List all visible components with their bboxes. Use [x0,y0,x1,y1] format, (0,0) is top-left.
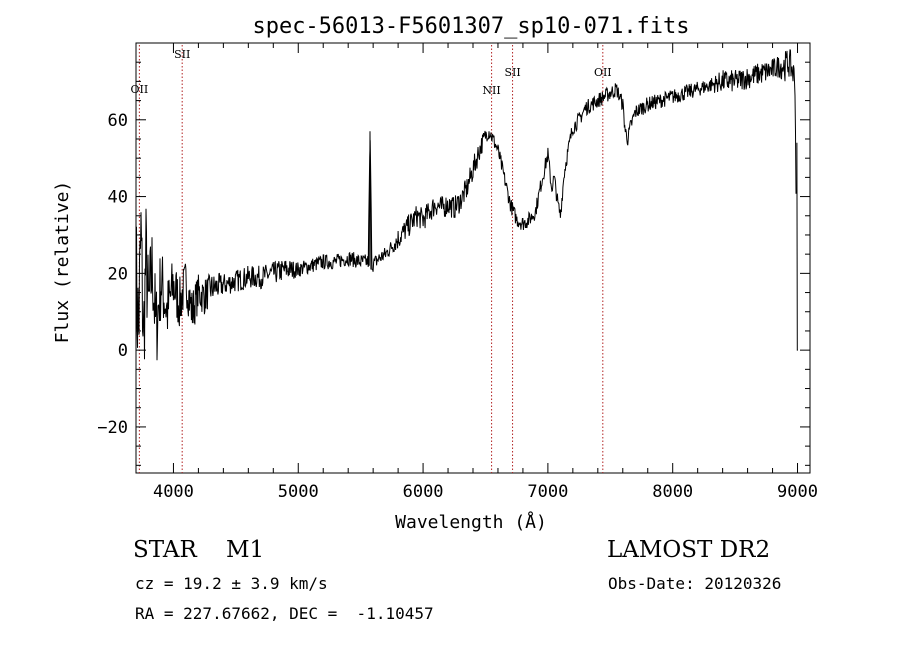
survey-name: LAMOST DR2 [607,537,771,563]
redshift-velocity: cz = 19.2 ± 3.9 km/s [135,574,328,593]
axis-tick-labels: 4000 5000 6000 7000 8000 9000 −20 0 20 40 60 [97,111,818,502]
spectral-line-label: OII [131,83,149,96]
x-tick-label: 9000 [777,482,818,502]
y-tick-label: 40 [108,188,128,208]
y-tick-label: −20 [97,418,128,438]
x-tick-label: 8000 [652,482,693,502]
spectral-line-label: SII [174,48,190,61]
chart-title: spec-56013-F5601307_sp10-071.fits [252,14,689,39]
spectral-line-label: OII [594,66,612,79]
y-axis-label: Flux (relative) [52,181,73,344]
y-tick-label: 0 [118,341,128,361]
x-tick-label: 4000 [153,482,194,502]
x-tick-label: 6000 [403,482,444,502]
spectrum-series [135,49,798,361]
axis-ticks [136,43,810,473]
spectral-line-label: SII [504,66,520,79]
y-tick-label: 60 [108,111,128,131]
spectral-line-label: NII [482,84,500,97]
plot-frame [135,42,811,474]
x-axis-label: Wavelength (Å) [395,511,547,533]
observation-date: Obs-Date: 20120326 [608,574,782,593]
x-tick-label: 5000 [278,482,319,502]
y-tick-label: 20 [108,264,128,284]
x-tick-label: 7000 [527,482,568,502]
object-class: STAR M1 [133,537,265,563]
coordinates: RA = 227.67662, DEC = -1.10457 [135,604,434,623]
spectral-line-markers: OII SII NII SII OII [131,45,612,473]
